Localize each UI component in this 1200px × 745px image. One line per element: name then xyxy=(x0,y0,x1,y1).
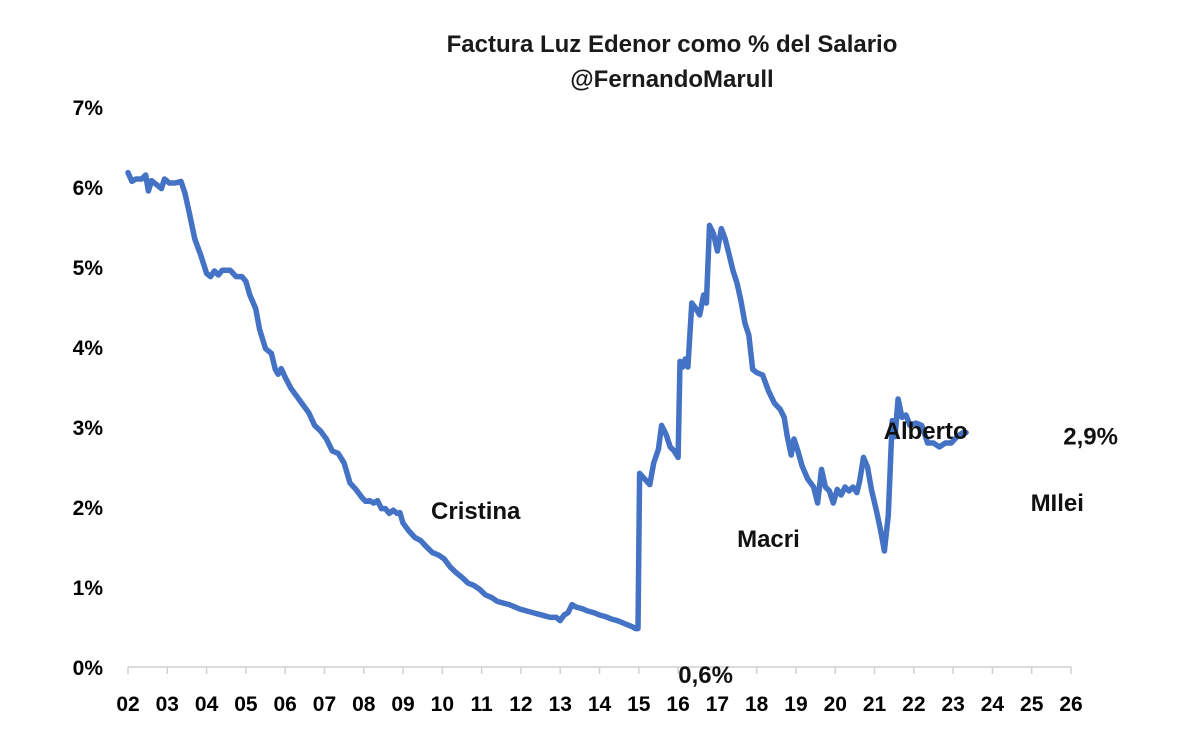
y-tick-label: 0% xyxy=(73,657,104,680)
y-axis-ticks: 0% 1% 2% 3% 4% 5% 6% 7% xyxy=(73,97,104,680)
chart-title: Factura Luz Edenor como % del Salario xyxy=(447,31,898,58)
annotation-label: Alberto xyxy=(884,418,968,445)
x-tick-label: 21 xyxy=(863,693,887,716)
y-tick-label: 1% xyxy=(73,577,104,600)
annotation-label: 0,6% xyxy=(678,662,733,689)
x-tick-label: 18 xyxy=(745,693,769,716)
annotations: Cristina Macri Alberto MIlei 0,6% 2,9% xyxy=(431,418,1118,689)
x-tick-label: 04 xyxy=(195,693,219,716)
x-tick-label: 15 xyxy=(627,693,651,716)
x-tick-label: 14 xyxy=(588,693,612,716)
series-line xyxy=(125,169,969,632)
x-tick-label: 22 xyxy=(902,693,925,716)
x-tick-label: 23 xyxy=(941,693,964,716)
x-tick-label: 08 xyxy=(352,693,376,716)
annotation-label: 2,9% xyxy=(1063,424,1118,451)
x-tick-label: 05 xyxy=(234,693,258,716)
x-tick-label: 09 xyxy=(391,693,414,716)
annotation-label: Macri xyxy=(737,526,800,553)
series-group xyxy=(125,169,969,632)
x-tick-label: 06 xyxy=(273,693,296,716)
y-tick-label: 2% xyxy=(73,497,104,520)
x-tick-label: 19 xyxy=(784,693,807,716)
x-tick-label: 07 xyxy=(313,693,336,716)
y-tick-label: 5% xyxy=(73,257,104,280)
x-axis-ticks: 02 03 04 05 06 07 08 09 10 11 12 13 14 15 16 17 18 19 20 21… xyxy=(116,667,1083,716)
y-tick-label: 6% xyxy=(73,177,104,200)
x-tick-label: 20 xyxy=(824,693,847,716)
x-tick-label: 17 xyxy=(706,693,729,716)
chart-subtitle: @FernandoMarull xyxy=(570,66,773,93)
annotation-label: MIlei xyxy=(1031,490,1084,517)
x-tick-label: 25 xyxy=(1020,693,1044,716)
x-tick-label: 16 xyxy=(666,693,689,716)
x-tick-label: 12 xyxy=(509,693,532,716)
y-tick-label: 3% xyxy=(73,417,104,440)
x-tick-label: 11 xyxy=(471,693,494,716)
y-tick-label: 4% xyxy=(73,337,104,360)
x-tick-label: 24 xyxy=(981,693,1005,716)
y-tick-label: 7% xyxy=(73,97,104,120)
annotation-label: Cristina xyxy=(431,498,521,525)
x-tick-label: 03 xyxy=(156,693,179,716)
x-tick-label: 10 xyxy=(431,693,454,716)
x-tick-label: 26 xyxy=(1059,693,1082,716)
x-tick-label: 13 xyxy=(549,693,572,716)
x-tick-label: 02 xyxy=(116,693,139,716)
